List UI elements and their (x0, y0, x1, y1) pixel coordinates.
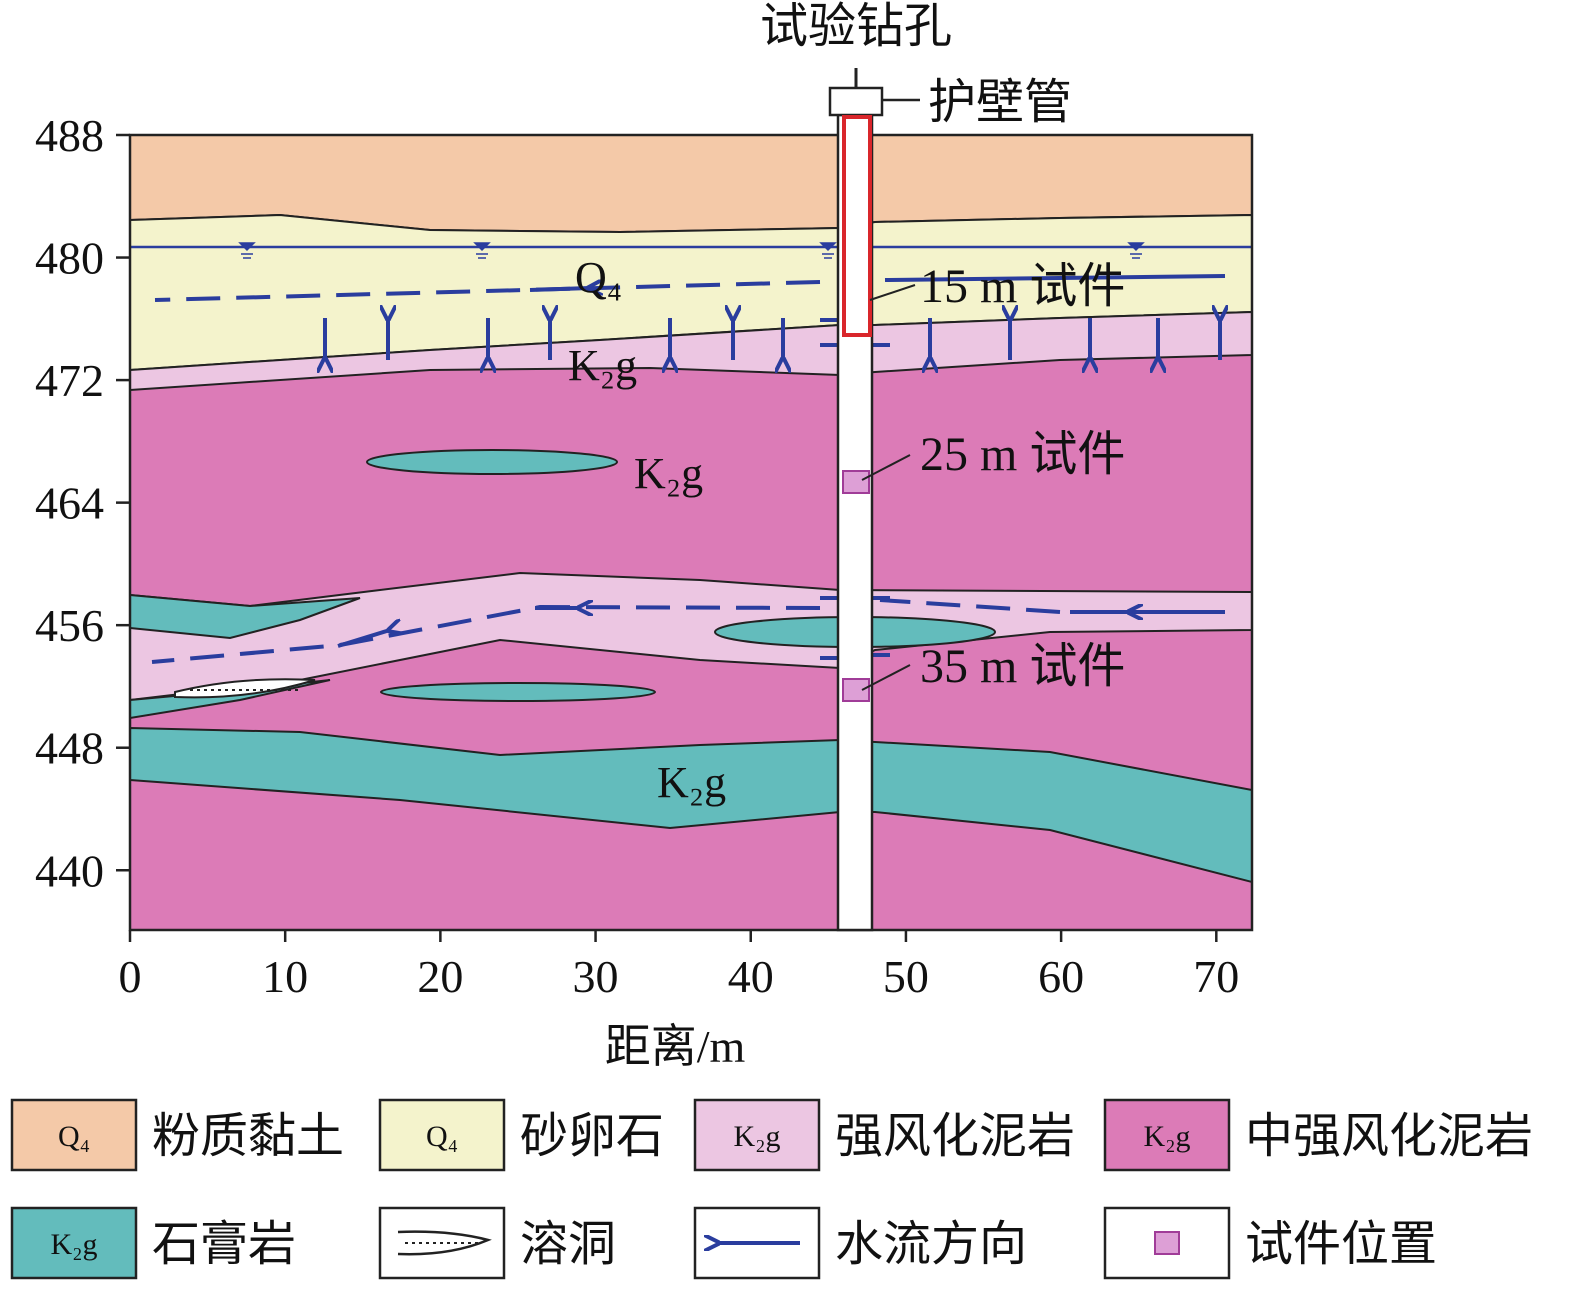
water-table-marker (1127, 242, 1145, 259)
legend-swatch (378, 1098, 506, 1172)
legend-label: 中强风化泥岩 (1245, 1110, 1533, 1163)
legend-label: 溶洞 (520, 1218, 616, 1271)
sample-label: 35 m 试件 (920, 640, 1125, 693)
legend-swatch (10, 1206, 138, 1280)
legend-symbol: K₂g (1143, 1120, 1190, 1153)
y-tick-label: 440 (35, 845, 104, 896)
flow-arrow (151, 604, 821, 664)
water-table-markers (238, 242, 1145, 259)
flow-arrow (154, 280, 821, 302)
axes: 440 448 456 464 472 480 488 0 10 20 30 40 50 60 70 (35, 110, 1239, 1002)
legend-label: 水流方向 (835, 1218, 1027, 1271)
y-tick-label: 464 (35, 478, 104, 529)
legend-symbol: K₂g (733, 1120, 780, 1153)
x-tick-label: 40 (728, 951, 774, 1002)
legend-swatch (693, 1098, 821, 1172)
stratum-label: K₂g (657, 758, 726, 807)
flow-arrow (884, 274, 1226, 282)
y-tick-label: 456 (35, 600, 104, 651)
y-tick-label: 448 (35, 723, 104, 774)
stratum-label: K₂g (634, 449, 703, 498)
legend-label: 试件位置 (1245, 1218, 1437, 1271)
x-tick-label: 0 (119, 951, 142, 1002)
y-tick-label: 480 (35, 233, 104, 284)
water-table-marker (473, 242, 491, 259)
sample-label: 25 m 试件 (920, 428, 1125, 481)
sample-label: 15 m 试件 (920, 260, 1125, 313)
casing-label: 护壁管 (928, 76, 1072, 129)
legend-cave (397, 1230, 492, 1256)
y-tick-label: 472 (35, 355, 104, 406)
x-tick-label: 20 (417, 951, 463, 1002)
x-tick-label: 50 (883, 951, 929, 1002)
borehole (828, 68, 920, 932)
legend: Q₄ 粉质黏土 Q₄ 砂卵石 K₂g 强风化泥岩 K₂g 中强风化泥岩 K₂g 石膏岩 溶洞 水流方向… (10, 1098, 1533, 1280)
water-table-marker (238, 242, 256, 259)
y-tick-label: 488 (35, 110, 104, 161)
flow-arrow (337, 630, 390, 648)
legend-symbol: Q₄ (58, 1120, 90, 1153)
x-tick-label: 30 (573, 951, 619, 1002)
legend-swatch (10, 1098, 138, 1172)
x-axis-label: 距离/m (605, 1021, 746, 1072)
water-table-marker (819, 242, 837, 259)
flow-arrow (879, 598, 1061, 614)
legend-sample (1154, 1231, 1180, 1255)
stratum-label: K₂g (568, 341, 637, 390)
x-tick-label: 70 (1193, 951, 1239, 1002)
x-tick-label: 10 (262, 951, 308, 1002)
legend-label: 粉质黏土 (152, 1110, 344, 1163)
legend-symbol: Q₄ (426, 1120, 458, 1153)
plot-frame (128, 133, 1254, 932)
borehole-title: 试验钻孔 (760, 0, 952, 53)
legend-label: 强风化泥岩 (835, 1110, 1075, 1163)
legend-swatch (1103, 1098, 1231, 1172)
legend-label: 石膏岩 (152, 1218, 296, 1271)
legend-symbol: K₂g (50, 1228, 97, 1261)
x-tick-label: 60 (1038, 951, 1084, 1002)
strata (130, 135, 1252, 930)
stratum-label: Q₄ (575, 253, 622, 302)
legend-label: 砂卵石 (520, 1110, 664, 1163)
flow-arrow (529, 288, 590, 290)
